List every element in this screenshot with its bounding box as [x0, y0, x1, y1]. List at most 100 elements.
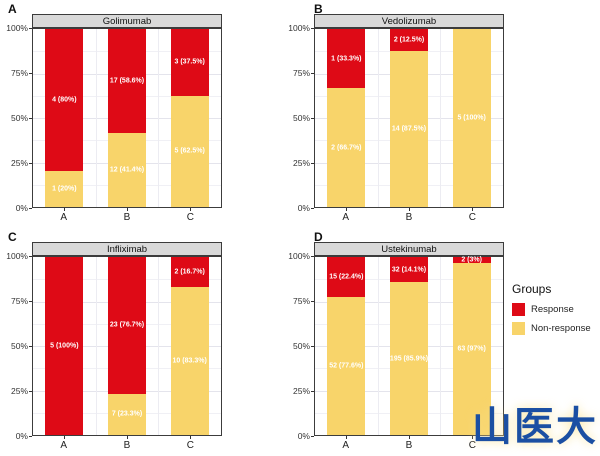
x-tick-mark: [472, 208, 474, 211]
response-color-swatch: [512, 303, 525, 316]
bar-segment-label: 2 (12.5%): [393, 36, 425, 44]
y-tick-label: 75%: [10, 296, 28, 306]
bar-segment-label: 4 (80%): [52, 96, 77, 104]
x-tick-mark: [345, 436, 347, 439]
y-tick-label: 50%: [292, 113, 310, 123]
bar-segment-nonresponse: 52 (77.6%): [327, 296, 366, 435]
bar-segment-response: 23 (76.7%): [108, 257, 146, 394]
gridline-vertical: [377, 257, 379, 435]
x-tick-label: B: [405, 440, 413, 451]
y-tick-label: 25%: [292, 158, 310, 168]
y-tick-mark: [29, 301, 32, 302]
bar-c-b: 7 (23.3%) 23 (76.7%): [108, 257, 146, 435]
bar-segment-nonresponse: 7 (23.3%): [108, 393, 146, 435]
bar-segment-label: 1 (33.3%): [331, 55, 362, 63]
y-tick-label: 100%: [6, 251, 28, 261]
plot-area-b: 2 (66.7%) 1 (33.3%) 14 (87.5%) 2 (12.5%) 5 (…: [314, 28, 504, 208]
y-tick-mark: [311, 256, 314, 257]
bar-segment-label: 5 (100%): [457, 114, 486, 122]
nonresponse-color-swatch: [512, 322, 525, 335]
x-tick-mark: [190, 208, 192, 211]
bar-segment-label: 3 (37.5%): [174, 58, 205, 66]
y-tick-label: 100%: [288, 23, 310, 33]
x-tick-label: B: [405, 212, 413, 223]
y-tick-label: 50%: [292, 341, 310, 351]
gridline-vertical: [95, 29, 97, 207]
bar-b-b: 14 (87.5%) 2 (12.5%): [390, 29, 428, 207]
bar-segment-label: 32 (14.1%): [391, 266, 427, 274]
legend-entry-response: Response: [512, 303, 600, 316]
panel-title-vedolizumab: Vedolizumab: [314, 14, 504, 28]
bar-segment-label: 5 (100%): [50, 342, 79, 350]
y-tick-label: 25%: [10, 386, 28, 396]
y-tick-mark: [311, 301, 314, 302]
panel-a: A Golimumab 100% 75% 50% 25% 0% 1 (20%) 4 (80%) 1…: [2, 2, 224, 228]
y-tick-label: 100%: [288, 251, 310, 261]
bar-segment-label: 12 (41.4%): [109, 166, 145, 174]
bar-segment-label: 63 (97%): [457, 345, 486, 353]
x-tick-mark: [409, 436, 410, 439]
bar-segment-nonresponse: 63 (97%): [452, 262, 491, 435]
bar-segment-response: 2 (12.5%): [390, 29, 428, 52]
bar-segment-response: 1 (33.3%): [327, 29, 366, 89]
y-tick-mark: [311, 118, 314, 119]
panel-title-golimumab: Golimumab: [32, 14, 222, 28]
gridline-vertical: [440, 29, 442, 207]
bar-segment-label: 52 (77.6%): [329, 362, 364, 370]
bar-segment-response: 17 (58.6%): [108, 29, 146, 134]
y-tick-label: 100%: [6, 23, 28, 33]
y-tick-label: 50%: [10, 341, 28, 351]
bar-segment-nonresponse: 1 (20%): [45, 171, 84, 207]
bar-segment-response: 15 (22.4%): [327, 257, 366, 297]
panel-title-ustekinumab: Ustekinumab: [314, 242, 504, 256]
x-tick-mark: [63, 208, 65, 211]
gridline-vertical: [158, 257, 160, 435]
bar-segment-label: 5 (62.5%): [174, 147, 205, 155]
bar-segment-response: 32 (14.1%): [390, 257, 428, 283]
y-tick-mark: [29, 391, 32, 392]
panel-title-infliximab: Infliximab: [32, 242, 222, 256]
plot-area-d: 52 (77.6%) 15 (22.4%) 195 (85.9%) 32 (14.1%…: [314, 256, 504, 436]
bar-d-b: 195 (85.9%) 32 (14.1%): [390, 257, 428, 435]
x-tick-mark: [409, 208, 410, 211]
panel-d: D Ustekinumab 100% 75% 50% 25% 0% 52 (77.6%) 15 …: [284, 230, 506, 456]
y-tick-label: 0%: [15, 203, 28, 213]
bar-segment-label: 14 (87.5%): [391, 125, 427, 133]
x-tick-label: A: [342, 212, 349, 223]
x-tick-label: A: [60, 212, 67, 223]
y-tick-mark: [311, 436, 314, 437]
bar-segment-response: 2 (3%): [452, 256, 491, 264]
x-tick-mark: [345, 208, 347, 211]
y-tick-mark: [29, 163, 32, 164]
y-tick-label: 25%: [10, 158, 28, 168]
y-tick-mark: [311, 208, 314, 209]
bar-segment-nonresponse: 5 (100%): [452, 29, 491, 207]
bar-b-c: 5 (100%): [452, 29, 491, 207]
x-tick-mark: [190, 436, 192, 439]
bar-c-c: 10 (83.3%) 2 (16.7%): [170, 257, 209, 435]
x-tick-mark: [127, 436, 128, 439]
bar-segment-nonresponse: 10 (83.3%): [170, 286, 209, 435]
bar-segment-response: 4 (80%): [45, 29, 84, 172]
plot-area-a: 1 (20%) 4 (80%) 12 (41.4%) 17 (58.6%) 5 (62.…: [32, 28, 222, 208]
y-tick-mark: [29, 118, 32, 119]
bar-segment-response: 2 (16.7%): [170, 257, 209, 287]
bar-segment-nonresponse: 2 (66.7%): [327, 88, 366, 207]
plot-area-c: 5 (100%) 7 (23.3%) 23 (76.7%) 10 (83.3%) 2 (…: [32, 256, 222, 436]
y-tick-mark: [311, 163, 314, 164]
legend-label-nonresponse: Non-response: [531, 323, 591, 334]
panel-c: C Infliximab 100% 75% 50% 25% 0% 5 (100%) 7 (23.…: [2, 230, 224, 456]
bar-segment-nonresponse: 5 (62.5%): [170, 95, 209, 207]
y-tick-label: 75%: [292, 296, 310, 306]
x-tick-mark: [63, 436, 65, 439]
y-tick-label: 25%: [292, 386, 310, 396]
bar-d-c: 63 (97%) 2 (3%): [452, 256, 491, 435]
panel-letter-b: B: [314, 2, 323, 16]
y-tick-label: 0%: [15, 431, 28, 441]
bar-segment-label: 15 (22.4%): [329, 273, 364, 281]
y-tick-label: 50%: [10, 113, 28, 123]
bar-segment-label: 2 (3%): [461, 256, 482, 264]
y-tick-mark: [29, 346, 32, 347]
y-tick-label: 75%: [10, 68, 28, 78]
